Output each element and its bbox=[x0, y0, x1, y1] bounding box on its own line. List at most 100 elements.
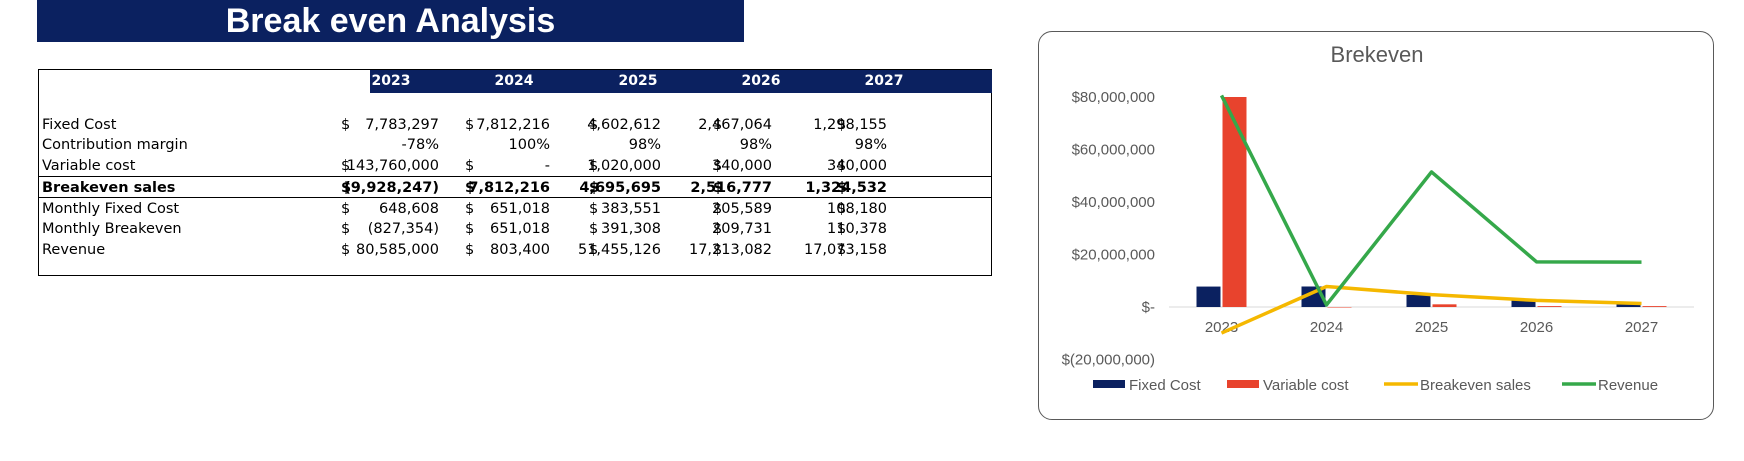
currency-symbol: $ bbox=[713, 117, 723, 133]
row-label: Contribution margin bbox=[42, 137, 188, 153]
year-header-band bbox=[370, 70, 992, 93]
currency-symbol: $ bbox=[713, 221, 723, 237]
table-cell: 383,551 bbox=[601, 201, 661, 217]
table-cell: 340,000 bbox=[827, 158, 887, 174]
y-tick-label: $20,000,000 bbox=[1072, 247, 1155, 264]
y-tick-label: $- bbox=[1142, 299, 1155, 316]
row-label: Breakeven sales bbox=[42, 180, 176, 196]
table-cell: 7,783,297 bbox=[365, 117, 439, 133]
currency-symbol: $ bbox=[589, 242, 599, 258]
bar-variable-cost bbox=[1222, 97, 1247, 307]
table-cell: 4,695,695 bbox=[579, 180, 661, 196]
breakeven-table: 2023 2024 2025 2026 2027 Fixed Cost $7,783,29… bbox=[38, 69, 992, 276]
year-header-2026: 2026 bbox=[741, 73, 781, 89]
table-cell: -78% bbox=[401, 137, 439, 153]
table-cell: 209,731 bbox=[712, 221, 772, 237]
currency-symbol: $ bbox=[713, 180, 724, 196]
y-tick-label: $60,000,000 bbox=[1072, 142, 1155, 159]
table-cell: 651,018 bbox=[490, 221, 550, 237]
row-label: Variable cost bbox=[42, 158, 136, 174]
table-cell: 110,378 bbox=[827, 221, 887, 237]
table-row: Variable cost $143,760,000 $ - $1,020,000 $34… bbox=[39, 155, 991, 178]
legend-swatch bbox=[1227, 380, 1259, 388]
bar-variable-cost bbox=[1537, 306, 1562, 307]
table-cell: 1,020,000 bbox=[587, 158, 661, 174]
year-header-2027: 2027 bbox=[864, 73, 904, 89]
table-cell: 7,812,216 bbox=[468, 180, 550, 196]
table-row: Fixed Cost $7,783,297 $7,812,216 $4,602,612… bbox=[39, 114, 991, 137]
chart-title: Brekeven bbox=[1331, 42, 1424, 67]
table-cell: - bbox=[544, 158, 550, 174]
currency-symbol: $ bbox=[837, 221, 847, 237]
bar-variable-cost bbox=[1327, 307, 1352, 308]
x-tick-label: 2024 bbox=[1310, 319, 1343, 336]
currency-symbol: $ bbox=[341, 117, 351, 133]
breakeven-chart: Brekeven $80,000,000 $60,000,000 $40,000,00… bbox=[1038, 31, 1714, 420]
x-tick-label: 2025 bbox=[1415, 319, 1448, 336]
currency-symbol: $ bbox=[713, 158, 723, 174]
table-cell: 108,180 bbox=[827, 201, 887, 217]
legend-label: Revenue bbox=[1598, 377, 1658, 394]
table-cell: 80,585,000 bbox=[355, 242, 439, 258]
row-label: Monthly Fixed Cost bbox=[42, 201, 180, 217]
table-cell: 2,467,064 bbox=[698, 117, 772, 133]
row-label: Fixed Cost bbox=[42, 117, 117, 133]
table-cell: 651,018 bbox=[490, 201, 550, 217]
currency-symbol: $ bbox=[589, 180, 600, 196]
table-cell: 7,812,216 bbox=[476, 117, 550, 133]
currency-symbol: $ bbox=[465, 117, 475, 133]
table-cell: 98% bbox=[854, 137, 887, 153]
currency-symbol: $ bbox=[837, 242, 847, 258]
row-label: Revenue bbox=[42, 242, 106, 258]
table-cell: 17,073,158 bbox=[803, 242, 887, 258]
table-row: Contribution margin -78% 100% 98% 98% 98% bbox=[39, 134, 991, 157]
bar-variable-cost bbox=[1642, 306, 1667, 307]
currency-symbol: $ bbox=[589, 117, 599, 133]
table-cell: 100% bbox=[508, 137, 550, 153]
y-tick-label: $80,000,000 bbox=[1072, 89, 1155, 106]
legend-label: Fixed Cost bbox=[1129, 377, 1202, 394]
currency-symbol: $ bbox=[465, 201, 475, 217]
legend-label: Variable cost bbox=[1263, 377, 1349, 394]
currency-symbol: $ bbox=[589, 158, 599, 174]
currency-symbol: $ bbox=[465, 180, 476, 196]
currency-symbol: $ bbox=[465, 158, 475, 174]
year-header-2024: 2024 bbox=[494, 73, 534, 89]
chart-svg: Brekeven $80,000,000 $60,000,000 $40,000,00… bbox=[1062, 42, 1694, 394]
line-breakeven-sales bbox=[1220, 284, 1642, 335]
x-tick-label: 2023 bbox=[1205, 319, 1238, 336]
currency-symbol: $ bbox=[465, 242, 475, 258]
table-cell: 51,455,126 bbox=[577, 242, 661, 258]
currency-symbol: $ bbox=[341, 221, 351, 237]
currency-symbol: $ bbox=[837, 180, 848, 196]
currency-symbol: $ bbox=[589, 201, 599, 217]
table-cell: 1,298,155 bbox=[813, 117, 887, 133]
bar-fixed-cost bbox=[1616, 303, 1641, 307]
x-tick-label: 2027 bbox=[1625, 319, 1658, 336]
table-cell: 2,516,777 bbox=[690, 180, 772, 196]
table-cell: 1,324,532 bbox=[805, 180, 887, 196]
table-cell: 340,000 bbox=[712, 158, 772, 174]
table-cell: (9,928,247) bbox=[344, 180, 439, 196]
year-header-2025: 2025 bbox=[618, 73, 658, 89]
table-cell: 803,400 bbox=[490, 242, 550, 258]
table-cell: 143,760,000 bbox=[346, 158, 439, 174]
currency-symbol: $ bbox=[589, 221, 599, 237]
currency-symbol: $ bbox=[837, 117, 847, 133]
table-cell: 17,213,082 bbox=[688, 242, 772, 258]
table-cell: (827,354) bbox=[367, 221, 439, 237]
table-cell: 648,608 bbox=[379, 201, 439, 217]
table-row: Monthly Breakeven $ (827,354) $651,018 $391,… bbox=[39, 218, 991, 241]
bar-fixed-cost bbox=[1406, 294, 1431, 307]
y-tick-label: $(20,000,000) bbox=[1062, 352, 1155, 369]
table-row: Breakeven sales $ (9,928,247) $7,812,216 $4,… bbox=[39, 176, 991, 200]
row-label: Monthly Breakeven bbox=[42, 221, 182, 237]
table-cell: 205,589 bbox=[712, 201, 772, 217]
line-revenue bbox=[1219, 94, 1642, 307]
currency-symbol: $ bbox=[341, 180, 352, 196]
currency-symbol: $ bbox=[465, 221, 475, 237]
page-title: Break even Analysis bbox=[37, 0, 744, 42]
currency-symbol: $ bbox=[341, 158, 351, 174]
legend-swatch bbox=[1093, 380, 1125, 388]
currency-symbol: $ bbox=[713, 201, 723, 217]
